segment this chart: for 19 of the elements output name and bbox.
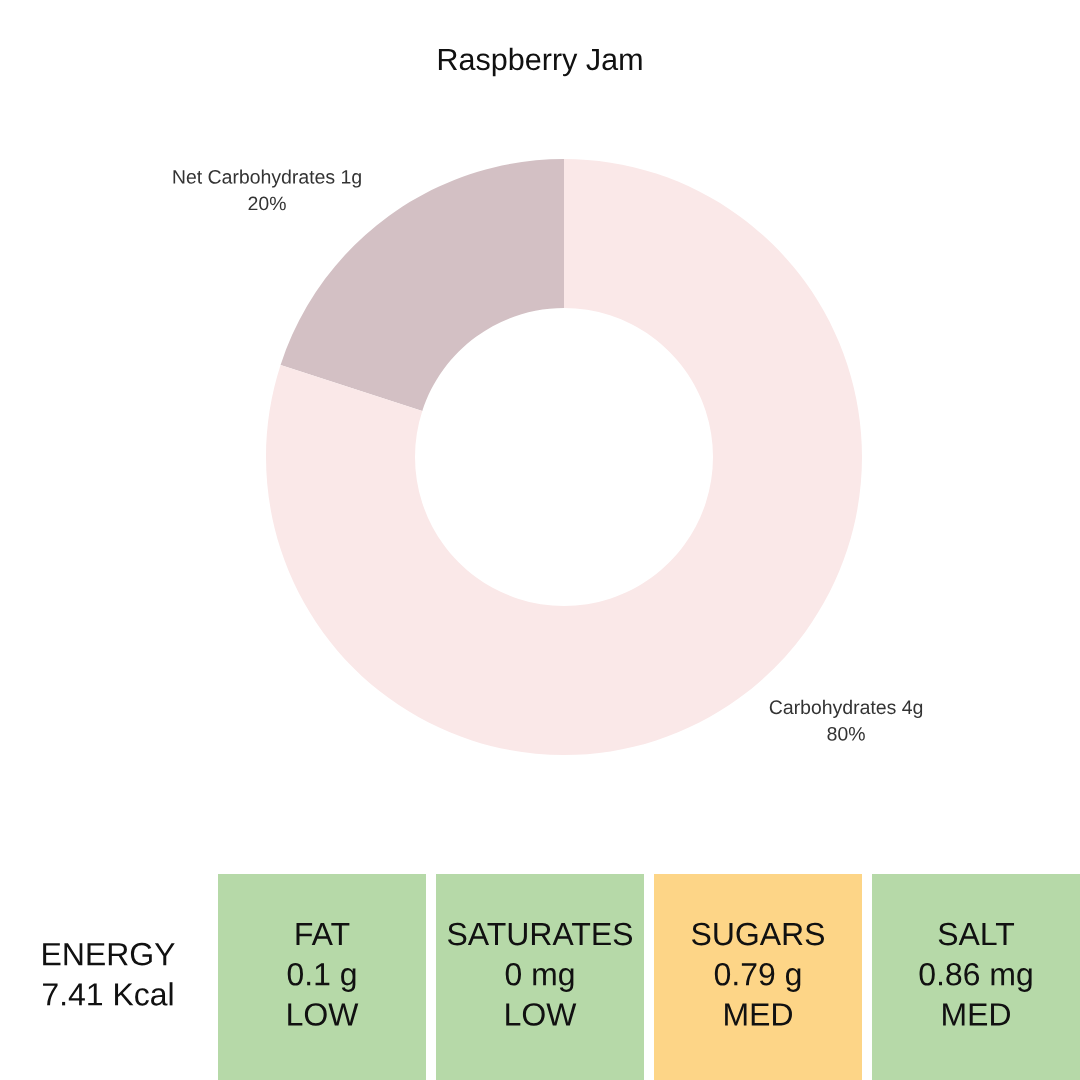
chart-title: Raspberry Jam xyxy=(438,47,642,77)
data-label: 80% xyxy=(827,726,865,741)
category-label: SUGARS xyxy=(692,922,824,946)
slice-label: Net Carbohydrates 1g xyxy=(173,169,361,188)
data-label: 20% xyxy=(248,196,286,211)
category-label: SATURATES xyxy=(447,922,633,946)
category-label: LOW xyxy=(506,1003,577,1026)
category-label: FAT xyxy=(296,923,350,946)
category-label: MED xyxy=(943,1003,1010,1026)
category-label: 0 mg xyxy=(505,962,574,992)
category-label: ENERGY xyxy=(43,942,175,966)
category-label: LOW xyxy=(288,1003,359,1026)
category-label: 0.1 g xyxy=(287,962,356,992)
category-label: 0.86 mg xyxy=(919,962,1032,992)
category-label: 0.79 g xyxy=(714,962,801,992)
category-label: MED xyxy=(725,1003,792,1026)
category-label: SALT xyxy=(938,922,1015,946)
category-label: 7.41 Kcal xyxy=(43,982,173,1006)
slice-label: Carbohydrates 4g xyxy=(769,699,923,718)
